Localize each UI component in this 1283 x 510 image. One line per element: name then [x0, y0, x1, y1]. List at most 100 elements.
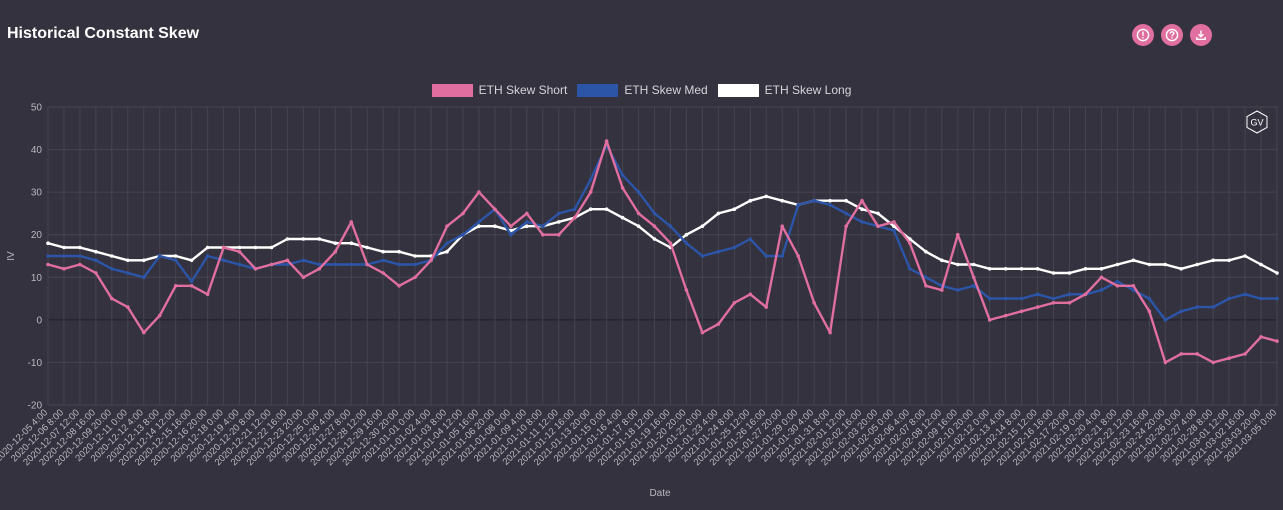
data-point[interactable] — [509, 232, 513, 237]
data-point[interactable] — [860, 207, 864, 211]
data-point[interactable] — [94, 271, 98, 275]
legend-item-long[interactable]: ETH Skew Long — [717, 83, 851, 97]
data-point[interactable] — [142, 275, 146, 280]
data-point[interactable] — [1227, 296, 1231, 301]
data-point[interactable] — [588, 207, 593, 211]
data-point[interactable] — [908, 237, 912, 241]
data-point[interactable] — [1147, 262, 1152, 267]
data-point[interactable] — [317, 237, 322, 241]
data-point[interactable] — [812, 301, 816, 305]
data-point[interactable] — [477, 190, 481, 194]
data-point[interactable] — [604, 207, 609, 211]
data-point[interactable] — [1019, 267, 1024, 271]
data-point[interactable] — [429, 258, 433, 263]
data-point[interactable] — [1099, 267, 1104, 271]
data-point[interactable] — [541, 232, 545, 237]
data-point[interactable] — [924, 249, 928, 254]
data-point[interactable] — [828, 330, 832, 335]
data-point[interactable] — [477, 224, 481, 228]
data-point[interactable] — [46, 241, 50, 245]
data-point[interactable] — [461, 232, 465, 237]
data-point[interactable] — [269, 262, 274, 267]
data-point[interactable] — [94, 258, 98, 263]
data-point[interactable] — [1067, 292, 1072, 297]
data-point[interactable] — [1003, 313, 1008, 318]
data-point[interactable] — [812, 198, 816, 203]
data-point[interactable] — [764, 194, 768, 199]
data-point[interactable] — [1163, 360, 1168, 365]
data-point[interactable] — [253, 267, 258, 271]
data-point[interactable] — [445, 224, 449, 228]
data-point[interactable] — [397, 249, 401, 254]
data-point[interactable] — [253, 245, 258, 250]
data-point[interactable] — [844, 211, 848, 216]
data-point[interactable] — [397, 262, 401, 267]
data-point[interactable] — [525, 220, 529, 224]
data-point[interactable] — [126, 258, 130, 263]
data-point[interactable] — [828, 203, 832, 207]
data-point[interactable] — [716, 211, 721, 216]
data-point[interactable] — [221, 258, 226, 263]
data-point[interactable] — [110, 254, 114, 258]
data-point[interactable] — [1163, 262, 1168, 267]
data-point[interactable] — [604, 139, 609, 143]
data-point[interactable] — [205, 292, 210, 297]
data-point[interactable] — [1003, 267, 1008, 271]
data-point[interactable] — [157, 254, 162, 258]
data-point[interactable] — [461, 211, 465, 216]
data-point[interactable] — [1035, 305, 1040, 309]
data-point[interactable] — [173, 254, 178, 258]
data-point[interactable] — [1147, 309, 1152, 314]
data-point[interactable] — [333, 262, 338, 267]
data-point[interactable] — [221, 245, 226, 250]
info-button[interactable] — [1132, 24, 1154, 46]
data-point[interactable] — [557, 232, 561, 237]
data-point[interactable] — [1195, 352, 1199, 356]
data-point[interactable] — [844, 224, 848, 228]
data-point[interactable] — [397, 284, 401, 288]
data-point[interactable] — [381, 249, 386, 254]
data-point[interactable] — [684, 232, 689, 237]
data-point[interactable] — [477, 220, 481, 224]
data-point[interactable] — [46, 254, 50, 258]
data-point[interactable] — [301, 275, 306, 280]
data-point[interactable] — [1067, 271, 1072, 275]
data-point[interactable] — [844, 198, 848, 203]
data-point[interactable] — [333, 241, 338, 245]
data-point[interactable] — [924, 284, 928, 288]
data-point[interactable] — [828, 198, 832, 203]
data-point[interactable] — [987, 267, 992, 271]
data-point[interactable] — [189, 258, 194, 263]
data-point[interactable] — [876, 211, 880, 216]
data-point[interactable] — [205, 245, 210, 250]
data-point[interactable] — [956, 232, 960, 237]
data-point[interactable] — [509, 224, 513, 228]
data-point[interactable] — [652, 211, 657, 216]
data-point[interactable] — [301, 237, 306, 241]
data-point[interactable] — [493, 207, 497, 211]
data-point[interactable] — [189, 284, 194, 288]
data-point[interactable] — [1243, 292, 1247, 297]
data-point[interactable] — [971, 284, 976, 288]
data-point[interactable] — [285, 262, 290, 267]
data-point[interactable] — [1195, 305, 1199, 309]
data-point[interactable] — [349, 262, 354, 267]
data-point[interactable] — [173, 258, 178, 263]
data-point[interactable] — [1051, 301, 1056, 305]
data-point[interactable] — [668, 241, 673, 245]
data-point[interactable] — [652, 237, 657, 241]
data-point[interactable] — [716, 322, 721, 326]
data-point[interactable] — [1147, 296, 1152, 301]
data-point[interactable] — [1259, 335, 1263, 339]
data-point[interactable] — [684, 241, 689, 245]
data-point[interactable] — [381, 258, 386, 263]
data-point[interactable] — [748, 198, 753, 203]
data-point[interactable] — [142, 330, 146, 335]
data-point[interactable] — [1035, 267, 1040, 271]
data-point[interactable] — [1275, 296, 1279, 301]
data-point[interactable] — [588, 177, 593, 182]
data-point[interactable] — [940, 288, 944, 292]
data-point[interactable] — [237, 245, 242, 250]
data-point[interactable] — [445, 241, 449, 245]
data-point[interactable] — [317, 262, 322, 267]
